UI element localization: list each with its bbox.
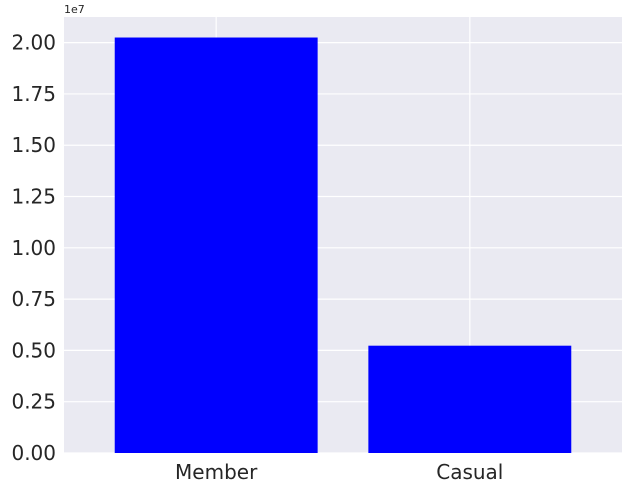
y-tick-label: 1.25 bbox=[11, 185, 56, 209]
x-tick-label: Member bbox=[175, 460, 258, 484]
y-tick-labels: 0.00 0.25 0.50 0.75 1.00 1.25 1.50 1.75 2.00 bbox=[11, 31, 56, 465]
y-axis-offset-label: 1e7 bbox=[64, 3, 85, 16]
bars bbox=[114, 37, 572, 454]
bar-casual bbox=[368, 345, 572, 453]
y-tick-label: 0.25 bbox=[11, 390, 56, 414]
y-tick-label: 1.75 bbox=[11, 82, 56, 106]
y-tick-label: 0.50 bbox=[11, 338, 56, 362]
y-tick-label: 0.75 bbox=[11, 287, 56, 311]
y-tick-label: 0.00 bbox=[11, 441, 56, 465]
y-tick-label: 2.00 bbox=[11, 31, 56, 55]
y-tick-label: 1.00 bbox=[11, 236, 56, 260]
y-tick-label: 1.50 bbox=[11, 133, 56, 157]
x-tick-labels: Member Casual bbox=[175, 460, 503, 484]
bar-member bbox=[114, 37, 318, 454]
x-tick-label: Casual bbox=[436, 460, 503, 484]
